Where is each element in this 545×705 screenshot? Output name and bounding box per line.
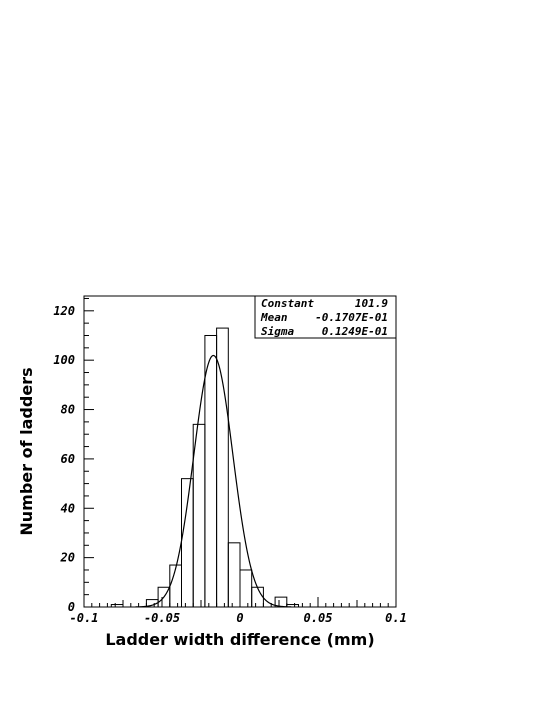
y-tick-label: 120	[53, 304, 75, 318]
y-tick-label: 0	[68, 600, 75, 614]
y-tick-label: 40	[61, 501, 75, 515]
y-tick-label: 80	[61, 403, 75, 417]
stats-value: -0.1707E-01	[315, 311, 388, 324]
gaussian-fit	[135, 354, 292, 608]
stats-label: Mean	[260, 311, 288, 324]
stats-label: Sigma	[261, 325, 294, 338]
histogram-bars	[110, 327, 299, 608]
y-axis-title: Number of ladders	[17, 367, 36, 535]
stats-box: Constant 101.9 Mean -0.1707E-01 Sigma 0.1249E…	[254, 295, 397, 339]
stats-value: 101.9	[355, 297, 388, 310]
x-tick-label: 0.05	[304, 611, 333, 625]
stats-label: Constant	[261, 297, 314, 310]
y-tick-label: 100	[53, 353, 75, 367]
stats-box-frame	[254, 295, 397, 339]
gaussian-fit-curve	[135, 354, 292, 608]
x-tick-label: -0.05	[144, 611, 180, 625]
histogram-bar	[110, 604, 124, 608]
x-axis-title: Ladder width difference (mm)	[105, 630, 374, 649]
y-axis-ticks: 0 20 40 60 80 100 120	[53, 297, 94, 614]
y-tick-label: 20	[60, 551, 75, 565]
y-tick-label: 60	[61, 452, 75, 466]
x-tick-label: 0.1	[385, 611, 407, 625]
stats-value: 0.1249E-01	[322, 325, 388, 338]
x-tick-label: 0	[236, 611, 243, 625]
histogram-bar	[216, 327, 229, 608]
histogram-bar	[286, 604, 299, 608]
x-tick-label: -0.1	[70, 611, 99, 625]
histogram-bar	[274, 596, 288, 608]
